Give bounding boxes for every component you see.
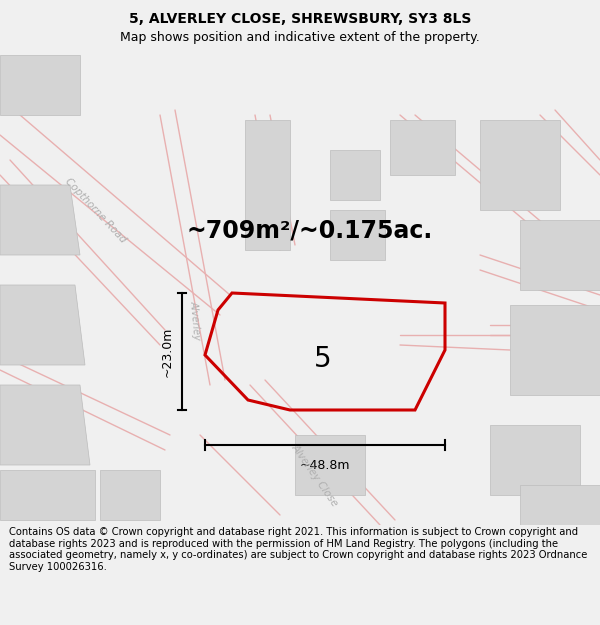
Polygon shape — [330, 210, 385, 260]
Polygon shape — [100, 470, 160, 520]
Text: 5, ALVERLEY CLOSE, SHREWSBURY, SY3 8LS: 5, ALVERLEY CLOSE, SHREWSBURY, SY3 8LS — [129, 12, 471, 26]
Text: ~23.0m: ~23.0m — [161, 326, 174, 377]
Text: Alverley: Alverley — [188, 300, 202, 340]
Text: Alverley Close: Alverley Close — [290, 442, 340, 508]
Text: Contains OS data © Crown copyright and database right 2021. This information is : Contains OS data © Crown copyright and d… — [9, 527, 587, 572]
Polygon shape — [520, 220, 600, 290]
Text: Map shows position and indicative extent of the property.: Map shows position and indicative extent… — [120, 31, 480, 44]
Polygon shape — [330, 150, 380, 200]
Polygon shape — [295, 435, 365, 495]
Polygon shape — [0, 185, 80, 255]
Polygon shape — [390, 120, 455, 175]
Polygon shape — [480, 120, 560, 210]
Polygon shape — [490, 425, 580, 495]
Polygon shape — [0, 285, 85, 365]
Text: ~709m²/~0.175ac.: ~709m²/~0.175ac. — [187, 218, 433, 242]
Polygon shape — [0, 385, 90, 465]
Polygon shape — [520, 485, 600, 525]
Text: Copthorne Road: Copthorne Road — [62, 176, 127, 244]
Polygon shape — [510, 305, 600, 395]
Polygon shape — [245, 120, 290, 250]
Text: ~48.8m: ~48.8m — [300, 459, 350, 472]
Polygon shape — [0, 470, 95, 520]
Polygon shape — [0, 55, 80, 115]
Text: 5: 5 — [313, 345, 331, 373]
